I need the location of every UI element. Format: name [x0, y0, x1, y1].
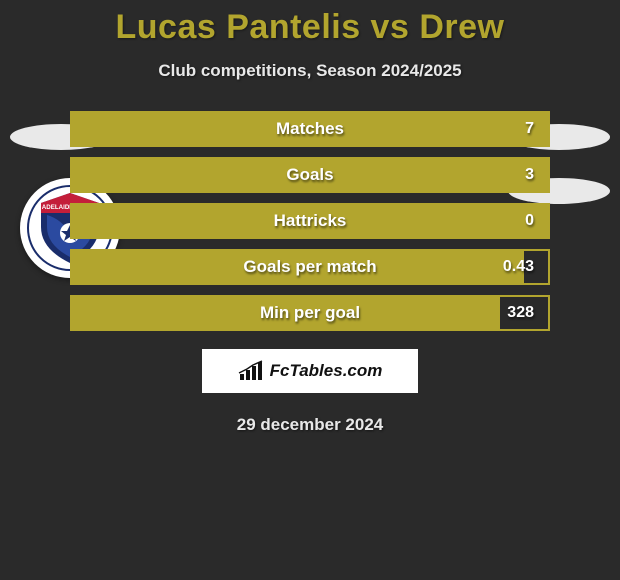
stat-value: 0: [525, 212, 534, 230]
stat-row: Goals per match 0.43: [70, 249, 550, 285]
subtitle: Club competitions, Season 2024/2025: [0, 61, 620, 81]
stat-value: 3: [525, 166, 534, 184]
brand-label: FcTables.com: [270, 361, 383, 381]
stat-value: 7: [525, 120, 534, 138]
stat-label: Hattricks: [274, 211, 347, 231]
stat-value: 328: [507, 304, 534, 322]
stat-label: Goals: [286, 165, 333, 185]
stat-value: 0.43: [503, 258, 534, 276]
date-label: 29 december 2024: [0, 415, 620, 435]
page-title: Lucas Pantelis vs Drew: [0, 8, 620, 47]
stat-row: Hattricks 0: [70, 203, 550, 239]
brand-box[interactable]: FcTables.com: [202, 349, 418, 393]
stat-label: Matches: [276, 119, 344, 139]
stat-label: Min per goal: [260, 303, 360, 323]
stat-label: Goals per match: [243, 257, 376, 277]
stat-row: Min per goal 328: [70, 295, 550, 331]
stats-table: Matches 7 Goals 3 Hattricks 0 Goals per …: [70, 111, 550, 331]
stat-row: Matches 7: [70, 111, 550, 147]
bar-chart-icon: [238, 360, 264, 382]
stat-row: Goals 3: [70, 157, 550, 193]
